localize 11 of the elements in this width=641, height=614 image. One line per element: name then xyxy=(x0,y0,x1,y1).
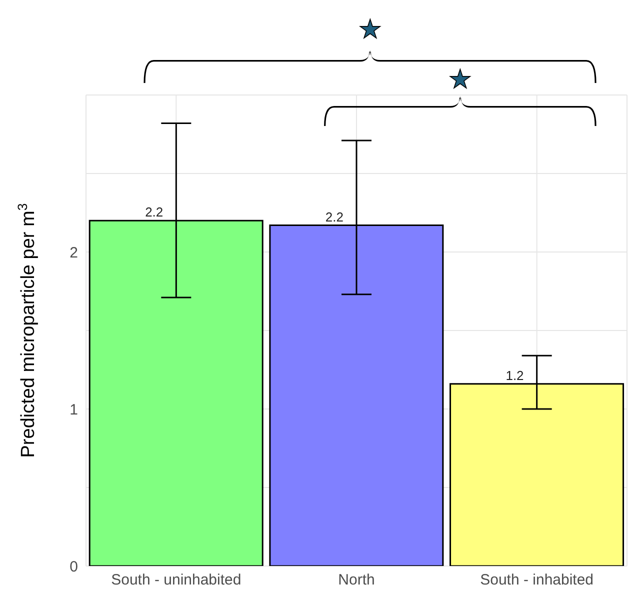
y-tick-label: 0 xyxy=(70,558,78,576)
data-label: 2.2 xyxy=(325,209,344,224)
text: ★ xyxy=(448,64,472,94)
x-tick-label: South - inhabited xyxy=(480,572,594,589)
x-tick-label: North xyxy=(338,572,375,589)
x-tick-label: South - uninhabited xyxy=(111,572,242,589)
y-tick-label: 1 xyxy=(70,401,78,418)
data-label: 2.2 xyxy=(145,204,164,220)
y-tick-label: 2 xyxy=(70,244,78,262)
data-label: 1.2 xyxy=(506,368,524,383)
text: ★ xyxy=(358,14,382,44)
